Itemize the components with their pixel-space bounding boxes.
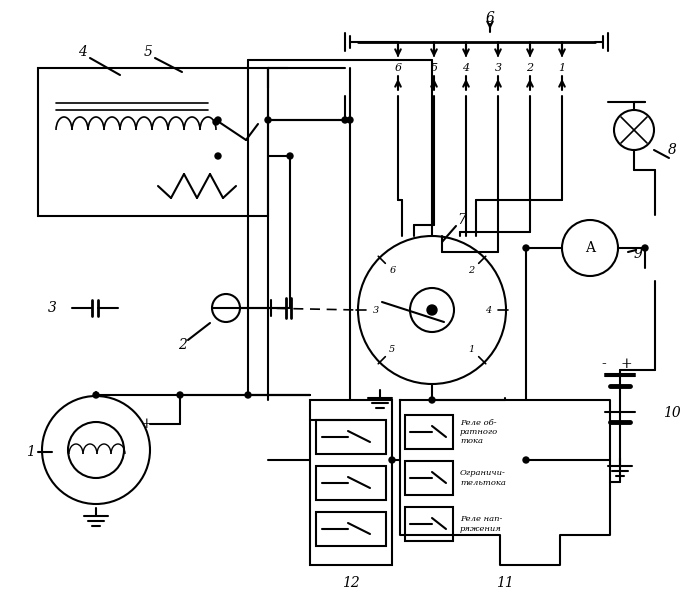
Bar xyxy=(405,415,453,449)
Text: 6: 6 xyxy=(389,266,396,275)
Text: 2: 2 xyxy=(178,338,186,352)
Text: 4: 4 xyxy=(463,63,470,73)
Bar xyxy=(316,466,386,500)
Text: 10: 10 xyxy=(663,406,681,420)
Text: 6: 6 xyxy=(486,11,494,25)
Text: 2: 2 xyxy=(526,63,533,73)
Circle shape xyxy=(42,396,150,504)
Text: 5: 5 xyxy=(389,345,396,354)
Text: +: + xyxy=(620,357,632,371)
Text: 3: 3 xyxy=(373,305,379,315)
Text: 1: 1 xyxy=(468,345,475,354)
Circle shape xyxy=(523,457,529,463)
Circle shape xyxy=(212,294,240,322)
Bar xyxy=(405,461,453,495)
Circle shape xyxy=(215,153,221,159)
Text: 4: 4 xyxy=(485,305,491,315)
Circle shape xyxy=(427,305,437,315)
Bar xyxy=(316,420,386,454)
Circle shape xyxy=(177,392,183,398)
Circle shape xyxy=(523,245,529,251)
Circle shape xyxy=(265,117,271,123)
Circle shape xyxy=(68,422,124,478)
Text: 3: 3 xyxy=(494,63,502,73)
Text: Ограничи-
тельтока: Ограничи- тельтока xyxy=(460,469,506,487)
Text: 9: 9 xyxy=(634,247,643,261)
Bar xyxy=(316,512,386,546)
Text: 7: 7 xyxy=(458,213,466,227)
Text: A: A xyxy=(585,241,595,255)
Text: 1: 1 xyxy=(559,63,566,73)
Circle shape xyxy=(642,245,648,251)
Circle shape xyxy=(429,397,435,403)
Text: 4: 4 xyxy=(78,45,86,59)
Circle shape xyxy=(287,153,293,159)
Text: 6: 6 xyxy=(394,63,402,73)
Text: 3: 3 xyxy=(48,301,57,315)
Text: 5: 5 xyxy=(430,63,438,73)
Circle shape xyxy=(213,119,219,125)
Circle shape xyxy=(614,110,654,150)
Circle shape xyxy=(562,220,618,276)
Circle shape xyxy=(389,457,395,463)
Circle shape xyxy=(215,117,221,123)
Text: -: - xyxy=(601,357,606,371)
Text: 12: 12 xyxy=(342,576,360,590)
Circle shape xyxy=(93,392,99,398)
Circle shape xyxy=(410,288,454,332)
Text: 8: 8 xyxy=(668,143,676,157)
Text: Реле нап-
ряжения: Реле нап- ряжения xyxy=(460,515,503,532)
Circle shape xyxy=(347,117,353,123)
Bar xyxy=(405,507,453,541)
Text: 5: 5 xyxy=(144,45,153,59)
Text: 11: 11 xyxy=(496,576,514,590)
Text: 1: 1 xyxy=(26,445,34,459)
Text: +: + xyxy=(140,417,152,431)
Bar xyxy=(310,400,392,565)
Text: Реле об-
ратного
тока: Реле об- ратного тока xyxy=(460,419,498,445)
Circle shape xyxy=(342,117,348,123)
Bar xyxy=(38,68,268,216)
Circle shape xyxy=(245,392,251,398)
Text: 2: 2 xyxy=(468,266,475,275)
Circle shape xyxy=(358,236,506,384)
